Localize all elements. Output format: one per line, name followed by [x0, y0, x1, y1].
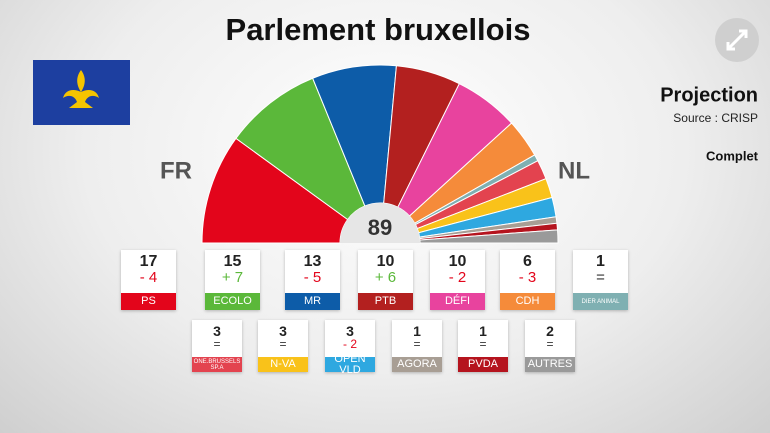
- party-card: 17- 4 PS: [121, 250, 176, 310]
- seat-change: - 3: [518, 269, 537, 286]
- subtitle: Projection: [660, 84, 758, 106]
- seat-count: 6: [523, 253, 532, 270]
- seat-change: =: [479, 337, 487, 351]
- seat-count: 10: [448, 253, 467, 270]
- party-name: ECOLO: [205, 293, 260, 310]
- party-card: 10- 2 DéFI: [430, 250, 485, 310]
- party-name: AGORA: [392, 357, 442, 372]
- party-card: 1 = DIER ANIMAL: [573, 250, 628, 310]
- party-card: 10 + 6 PTB: [358, 250, 413, 310]
- seat-count: 1: [479, 323, 487, 339]
- seat-change: - 5: [303, 269, 322, 286]
- party-card: 1 = PVDA: [458, 320, 508, 372]
- party-card: 15 + 7 ECOLO: [205, 250, 260, 310]
- seat-count: 10: [376, 253, 395, 270]
- party-name: OPEN VLD: [325, 353, 375, 375]
- seat-change: + 6: [374, 269, 397, 286]
- seat-change: =: [546, 337, 554, 351]
- seat-count: 13: [303, 253, 322, 270]
- seat-change: + 7: [221, 269, 244, 286]
- party-name: PS: [121, 293, 176, 310]
- party-name: DéFI: [430, 293, 485, 310]
- center-disc: [340, 203, 420, 243]
- seat-change: =: [596, 269, 605, 286]
- seat-count: 3: [213, 323, 221, 339]
- seat-change: =: [213, 337, 221, 351]
- seat-count: 2: [546, 323, 554, 339]
- seat-count: 17: [139, 253, 158, 270]
- party-card: 6- 3 CDH: [500, 250, 555, 310]
- party-name: PVDA: [458, 357, 508, 372]
- party-name: PTB: [358, 293, 413, 310]
- party-name: ONE.BRUSSELS SP.A: [192, 357, 242, 372]
- party-card: 3 = ONE.BRUSSELS SP.A: [192, 320, 242, 372]
- seat-change: =: [279, 337, 287, 351]
- side-label: FR: [160, 157, 192, 184]
- party-name: MR: [285, 293, 340, 310]
- party-card: 2 = AUTRES: [525, 320, 575, 372]
- flag: [33, 60, 130, 125]
- side-label: NL: [558, 157, 590, 184]
- source: Source : CRISP: [673, 111, 758, 125]
- party-name: DIER ANIMAL: [573, 293, 628, 310]
- expand-button[interactable]: [715, 18, 759, 62]
- party-name: CDH: [500, 293, 555, 310]
- status: Complet: [706, 148, 759, 163]
- seat-change: - 4: [139, 269, 158, 286]
- seat-count: 3: [279, 323, 287, 339]
- party-card: 3- 2 OPEN VLD: [325, 320, 375, 375]
- chart-title: Parlement bruxellois: [226, 12, 531, 47]
- seat-count: 3: [346, 323, 354, 339]
- seat-change: =: [413, 337, 421, 351]
- party-card: 3 = N-VA: [258, 320, 308, 372]
- party-name: AUTRES: [525, 357, 575, 372]
- total-seats: 89: [368, 215, 392, 240]
- party-card: 1 = AGORA: [392, 320, 442, 372]
- party-name: N-VA: [258, 357, 308, 372]
- seat-change: - 2: [342, 337, 357, 351]
- seat-count: 15: [223, 253, 242, 270]
- seat-count: 1: [596, 253, 605, 270]
- seat-change: - 2: [448, 269, 467, 286]
- seat-count: 1: [413, 323, 421, 339]
- party-card: 13- 5 MR: [285, 250, 340, 310]
